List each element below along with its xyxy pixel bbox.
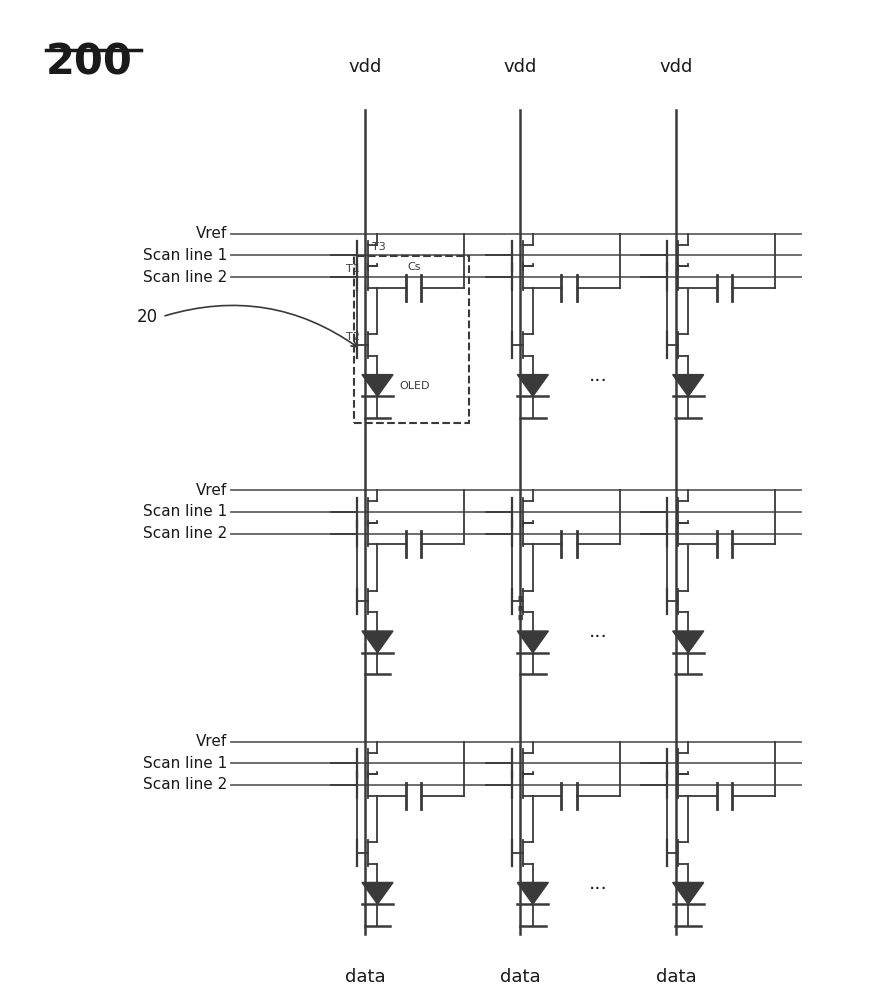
Polygon shape <box>673 631 703 653</box>
Text: Scan line 1: Scan line 1 <box>143 248 227 263</box>
Text: Vref: Vref <box>196 734 227 749</box>
Polygon shape <box>517 375 548 396</box>
Text: ...: ... <box>588 622 608 641</box>
Text: Scan line 2: Scan line 2 <box>143 270 227 285</box>
Text: Vref: Vref <box>196 226 227 241</box>
Text: vdd: vdd <box>348 58 381 76</box>
Text: OLED: OLED <box>399 381 430 391</box>
Text: Scan line 2: Scan line 2 <box>143 777 227 792</box>
Text: .: . <box>516 582 525 606</box>
Text: 200: 200 <box>46 41 132 83</box>
Polygon shape <box>673 882 703 904</box>
Polygon shape <box>362 882 393 904</box>
Text: vdd: vdd <box>503 58 538 76</box>
Text: data: data <box>500 968 541 986</box>
Bar <box>354 256 468 423</box>
Text: .: . <box>516 592 525 616</box>
Text: .: . <box>516 601 525 625</box>
Text: data: data <box>655 968 696 986</box>
Text: T3: T3 <box>372 241 386 251</box>
Text: Scan line 1: Scan line 1 <box>143 756 227 771</box>
Text: Cs: Cs <box>407 262 420 272</box>
Text: Scan line 2: Scan line 2 <box>143 526 227 541</box>
Text: ...: ... <box>588 874 608 893</box>
Text: data: data <box>345 968 386 986</box>
Text: T1: T1 <box>346 264 360 274</box>
Text: Scan line 1: Scan line 1 <box>143 504 227 519</box>
Text: Vref: Vref <box>196 483 227 498</box>
Text: 20: 20 <box>137 308 158 326</box>
Text: vdd: vdd <box>660 58 693 76</box>
Polygon shape <box>362 631 393 653</box>
Polygon shape <box>517 882 548 904</box>
Polygon shape <box>362 375 393 396</box>
Polygon shape <box>517 631 548 653</box>
Text: T2: T2 <box>346 332 360 342</box>
Polygon shape <box>673 375 703 396</box>
Text: ...: ... <box>588 366 608 385</box>
